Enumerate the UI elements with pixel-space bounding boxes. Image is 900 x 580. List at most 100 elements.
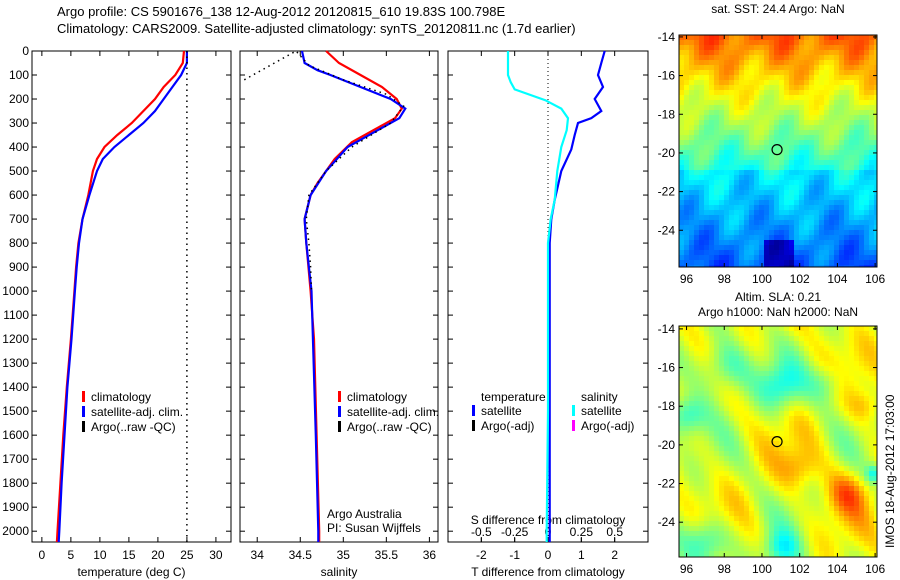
sla-cell	[809, 526, 814, 531]
sst-cell	[754, 245, 759, 250]
y-tick-label: 1700	[2, 452, 29, 466]
sla-cell	[729, 401, 734, 406]
sla-cell	[779, 411, 784, 416]
sst-cell	[729, 135, 734, 140]
sla-cell	[869, 511, 874, 516]
sla-cell	[679, 441, 684, 446]
sla-cell	[754, 461, 759, 466]
sst-cell	[739, 175, 744, 180]
sla-cell	[819, 351, 824, 356]
sst-cell	[784, 140, 789, 145]
sla-cell	[869, 401, 874, 406]
sst-cell	[764, 185, 769, 190]
sst-cell	[684, 200, 689, 205]
sla-cell	[754, 511, 759, 516]
sla-cell	[784, 331, 789, 336]
sla-cell	[679, 446, 684, 451]
x-tick-label: 36	[423, 548, 437, 562]
legend-item: Argo(..raw -QC)	[347, 420, 432, 434]
sla-cell	[864, 481, 869, 486]
sst-cell	[754, 195, 759, 200]
sla-cell	[869, 366, 874, 371]
sst-cell	[749, 175, 754, 180]
sla-cell	[729, 491, 734, 496]
sst-cell	[724, 155, 729, 160]
sla-cell	[704, 536, 709, 541]
sst-cell	[859, 240, 864, 245]
sst-cell	[744, 55, 749, 60]
sla-cell	[714, 341, 719, 346]
sla-cell	[849, 341, 854, 346]
sst-cell	[689, 260, 694, 265]
sst-cell	[869, 220, 874, 225]
sst-cell	[829, 100, 834, 105]
sla-cell	[834, 481, 839, 486]
sst-cell	[784, 115, 789, 120]
sla-cell	[704, 331, 709, 336]
sst-cell	[829, 65, 834, 70]
sla-cell	[744, 386, 749, 391]
sla-cell	[844, 511, 849, 516]
sst-cell	[864, 50, 869, 55]
sst-cell	[729, 235, 734, 240]
sla-cell	[814, 406, 819, 411]
sst-cell	[769, 220, 774, 225]
sla-cell	[769, 386, 774, 391]
sla-cell	[679, 406, 684, 411]
sla-cell	[764, 371, 769, 376]
sst-cell	[684, 210, 689, 215]
sst-cell	[784, 260, 789, 265]
sst-cell	[714, 240, 719, 245]
sst-cell	[829, 245, 834, 250]
sla-cell	[824, 356, 829, 361]
title-line-2: Climatology: CARS2009. Satellite-adjuste…	[57, 21, 576, 36]
sst-cell	[724, 70, 729, 75]
y-tick-label: 600	[9, 188, 29, 202]
sla-cell	[714, 516, 719, 521]
sst-cell	[859, 65, 864, 70]
sla-cell	[724, 551, 729, 556]
sst-cell	[809, 35, 814, 40]
sst-cell	[789, 70, 794, 75]
sla-cell	[694, 341, 699, 346]
sla-cell	[814, 541, 819, 546]
sla-cell	[814, 521, 819, 526]
sla-cell	[739, 331, 744, 336]
sst-cell	[864, 175, 869, 180]
sla-cell	[789, 536, 794, 541]
salinity-annotation-2: PI: Susan Wijffels	[327, 521, 421, 535]
sst-cell	[844, 75, 849, 80]
sst-cell	[694, 90, 699, 95]
sla-cell	[774, 516, 779, 521]
sla-cell	[819, 381, 824, 386]
sst-cell	[769, 225, 774, 230]
sla-cell	[734, 376, 739, 381]
sla-cell	[749, 481, 754, 486]
sst-cell	[869, 155, 874, 160]
sst-cell	[739, 195, 744, 200]
sla-cell	[779, 426, 784, 431]
sst-cell	[844, 190, 849, 195]
sla-cell	[719, 346, 724, 351]
sst-cell	[834, 50, 839, 55]
sst-cell	[809, 85, 814, 90]
sla-cell	[804, 346, 809, 351]
sla-cell	[874, 541, 877, 546]
sla-cell	[769, 446, 774, 451]
sla-cell	[704, 511, 709, 516]
sla-cell	[824, 446, 829, 451]
sla-cell	[804, 336, 809, 341]
sla-cell	[794, 426, 799, 431]
sst-cell	[729, 120, 734, 125]
sst-cell	[774, 110, 779, 115]
sla-cell	[829, 401, 834, 406]
sla-cell	[719, 411, 724, 416]
sla-cell	[784, 356, 789, 361]
sla-cell	[764, 386, 769, 391]
sla-cell	[744, 471, 749, 476]
sst-cell	[774, 190, 779, 195]
sst-cell	[824, 125, 829, 130]
sla-cell	[824, 401, 829, 406]
sst-cell	[679, 195, 684, 200]
sst-cell	[749, 110, 754, 115]
